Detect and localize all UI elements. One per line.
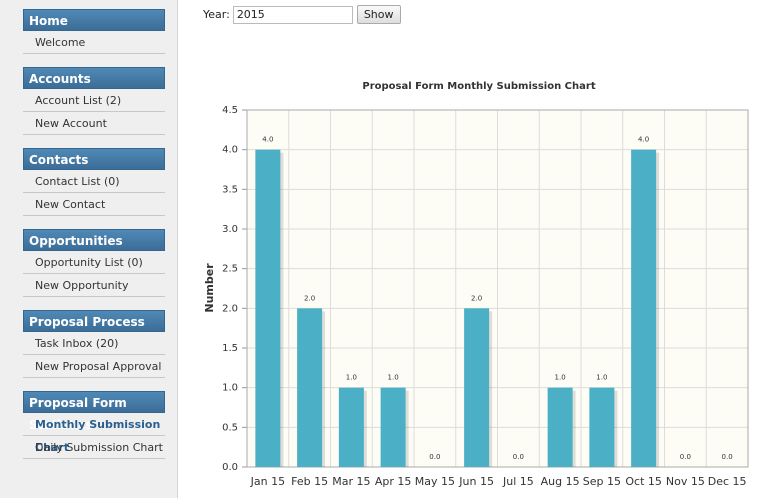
nav-item[interactable]: Daily Submission Chart — [23, 436, 165, 459]
x-tick-label: Apr 15 — [375, 475, 412, 488]
show-button[interactable]: Show — [356, 5, 401, 24]
y-tick-label: 1.0 — [222, 383, 238, 394]
nav-item[interactable]: New Opportunity — [23, 274, 165, 297]
x-tick-label: Mar 15 — [332, 475, 370, 488]
value-label: 2.0 — [304, 294, 315, 302]
nav-section: Contacts Contact List (0) New Contact — [23, 148, 165, 216]
value-label: 0.0 — [722, 453, 733, 461]
bar — [631, 149, 657, 467]
value-label: 0.0 — [680, 453, 691, 461]
nav-item[interactable]: Contact List (0) — [23, 170, 165, 193]
x-tick-label: Jun 15 — [458, 475, 494, 488]
value-label: 1.0 — [555, 374, 566, 382]
value-label: 4.0 — [262, 136, 273, 144]
y-tick-label: 4.5 — [222, 105, 238, 116]
year-label: Year: — [203, 8, 230, 21]
x-tick-label: Sep 15 — [583, 475, 621, 488]
y-tick-label: 2.5 — [222, 264, 238, 275]
nav-item[interactable]: New Contact — [23, 193, 165, 216]
nav-header[interactable]: Proposal Form Statistics — [23, 391, 165, 432]
bar — [464, 308, 490, 467]
nav-item[interactable]: Account List (2) — [23, 89, 165, 112]
nav-header[interactable]: Opportunities — [23, 229, 165, 251]
nav-item[interactable]: Welcome — [23, 31, 165, 54]
value-label: 0.0 — [429, 453, 440, 461]
nav-item[interactable]: New Account — [23, 112, 165, 135]
y-tick-label: 0.0 — [222, 462, 238, 473]
y-tick-label: 1.5 — [222, 343, 238, 354]
value-label: 1.0 — [346, 374, 357, 382]
value-label: 4.0 — [638, 136, 649, 144]
chart-title: Proposal Form Monthly Submission Chart — [362, 81, 595, 92]
nav-header[interactable]: Proposal Process — [23, 310, 165, 332]
x-tick-label: Feb 15 — [291, 475, 328, 488]
bar — [547, 387, 573, 467]
y-tick-label: 3.5 — [222, 184, 238, 195]
bar — [380, 387, 406, 467]
x-tick-label: May 15 — [415, 475, 455, 488]
value-label: 1.0 — [388, 374, 399, 382]
x-tick-label: Aug 15 — [541, 475, 580, 488]
nav-header[interactable]: Accounts — [23, 67, 165, 89]
plot-border — [246, 109, 749, 468]
y-axis-title: Number — [203, 263, 216, 313]
bar — [589, 387, 615, 467]
value-label: 1.0 — [596, 374, 607, 382]
chart: Proposal Form Monthly Submission Chart N… — [203, 81, 749, 488]
nav-item[interactable]: Monthly Submission Chart — [23, 413, 165, 454]
nav-item[interactable]: Task Inbox (20) — [23, 332, 165, 355]
x-tick-label: Dec 15 — [708, 475, 747, 488]
nav-section: Accounts Account List (2) New Account — [23, 67, 165, 135]
nav-section: Proposal Form Statistics Monthly Submissi… — [23, 391, 165, 459]
bar — [338, 387, 364, 467]
value-label: 2.0 — [471, 294, 482, 302]
x-tick-label: Nov 15 — [666, 475, 705, 488]
y-tick-label: 0.5 — [222, 422, 238, 433]
nav-item[interactable]: New Proposal Approval — [23, 355, 165, 378]
nav-section: Opportunities Opportunity List (0) New Opp… — [23, 229, 165, 297]
x-tick-label: Jul 15 — [502, 475, 534, 488]
value-label: 0.0 — [513, 453, 524, 461]
year-form: Year: 2015 Show — [203, 5, 401, 24]
y-tick-label: 2.0 — [222, 303, 238, 314]
bar — [297, 308, 323, 467]
nav-header[interactable]: Home — [23, 9, 165, 31]
nav-section: Home Welcome — [23, 9, 165, 54]
y-tick-label: 4.0 — [222, 145, 238, 156]
y-tick-label: 3.0 — [222, 224, 238, 235]
x-tick-label: Oct 15 — [625, 475, 662, 488]
sidebar: Home Welcome Accounts Account List (2) New A… — [0, 0, 178, 498]
year-input[interactable]: 2015 — [232, 5, 353, 24]
nav-item[interactable]: Opportunity List (0) — [23, 251, 165, 274]
nav-header[interactable]: Contacts — [23, 148, 165, 170]
bar — [255, 149, 281, 467]
x-tick-label: Jan 15 — [250, 475, 285, 488]
nav-section: Proposal Process Task Inbox (20) New Propo… — [23, 310, 165, 378]
